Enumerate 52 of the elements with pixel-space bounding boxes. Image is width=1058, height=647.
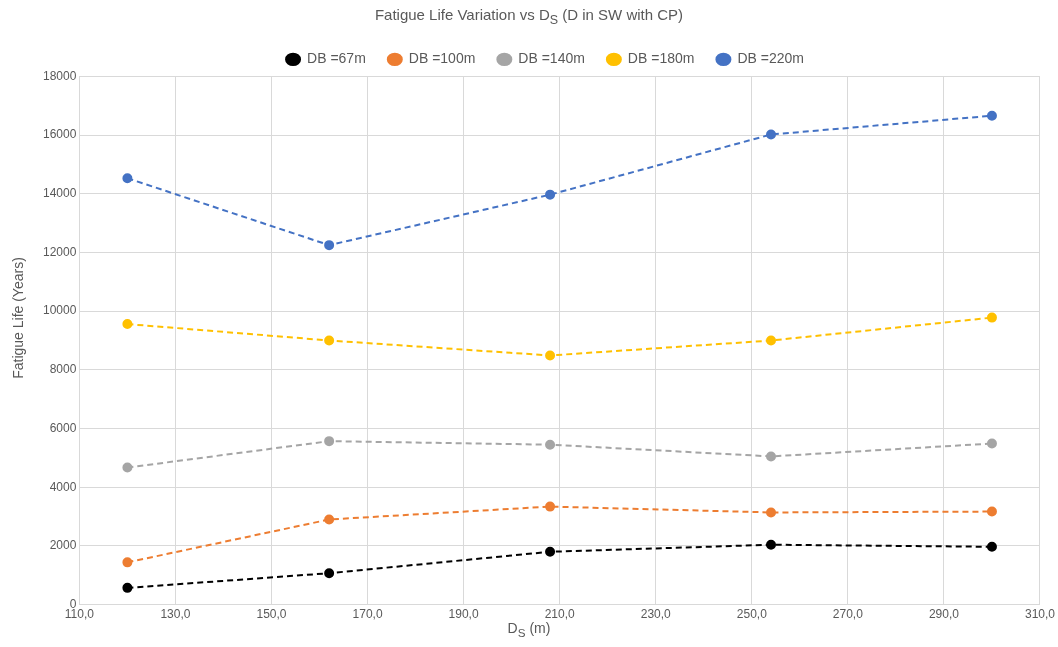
y-axis-title: Fatigue Life (Years): [10, 256, 26, 381]
point: [986, 110, 997, 121]
chart-title: Fatigue Life Variation vs D$_{S}$ (D in SW with CP): [373, 6, 685, 27]
y-tick-label: 8000: [49, 362, 77, 377]
x-tick-label: 210,0: [544, 607, 576, 622]
x-tick-label: 310,0: [1024, 607, 1056, 622]
point: [122, 557, 133, 568]
y-tick-label: 10000: [42, 303, 77, 318]
x-axis-title: D$_{S}$ (m): [506, 620, 552, 639]
x-tick-label: 130,0: [160, 607, 191, 622]
point: [122, 462, 133, 473]
point: [766, 129, 777, 140]
y-tick-label: 16000: [42, 127, 77, 142]
point: [122, 319, 133, 330]
x-tick-label: 250,0: [736, 607, 768, 622]
y-tick-label: 18000: [42, 68, 77, 83]
point: [545, 546, 556, 557]
point: [545, 501, 556, 512]
point: [766, 451, 777, 462]
x-tick-label: 230,0: [640, 607, 672, 622]
point: [986, 438, 997, 449]
legend-label: DB =220m: [737, 50, 804, 67]
point: [766, 507, 777, 518]
point: [324, 240, 335, 251]
point: [324, 514, 335, 525]
y-tick-label: 12000: [42, 244, 77, 259]
x-tick-label: 290,0: [928, 607, 960, 622]
x-tick-label: 270,0: [832, 607, 864, 622]
y-tick-label: 14000: [42, 186, 77, 201]
point: [545, 189, 556, 200]
point: [986, 506, 997, 517]
x-tick-label: 150,0: [256, 607, 287, 622]
legend-label: DB =140m: [518, 50, 585, 67]
legend-label: DB =180m: [627, 50, 695, 67]
point: [122, 173, 133, 184]
point: [324, 335, 335, 346]
x-tick-label: 190,0: [448, 607, 479, 622]
legend-label: DB =100m: [408, 50, 476, 67]
y-tick-label: 4000: [49, 479, 77, 494]
point: [324, 436, 335, 447]
point: [986, 541, 997, 552]
point: [545, 350, 556, 361]
point: [766, 335, 777, 346]
x-tick-label: 170,0: [352, 607, 383, 622]
point: [122, 582, 133, 593]
point: [324, 568, 335, 579]
point: [545, 439, 556, 450]
point: [986, 312, 997, 323]
y-tick-label: 6000: [49, 420, 77, 435]
y-tick-label: 2000: [49, 538, 77, 553]
point: [766, 539, 777, 550]
legend-label: DB =67m: [307, 50, 366, 67]
